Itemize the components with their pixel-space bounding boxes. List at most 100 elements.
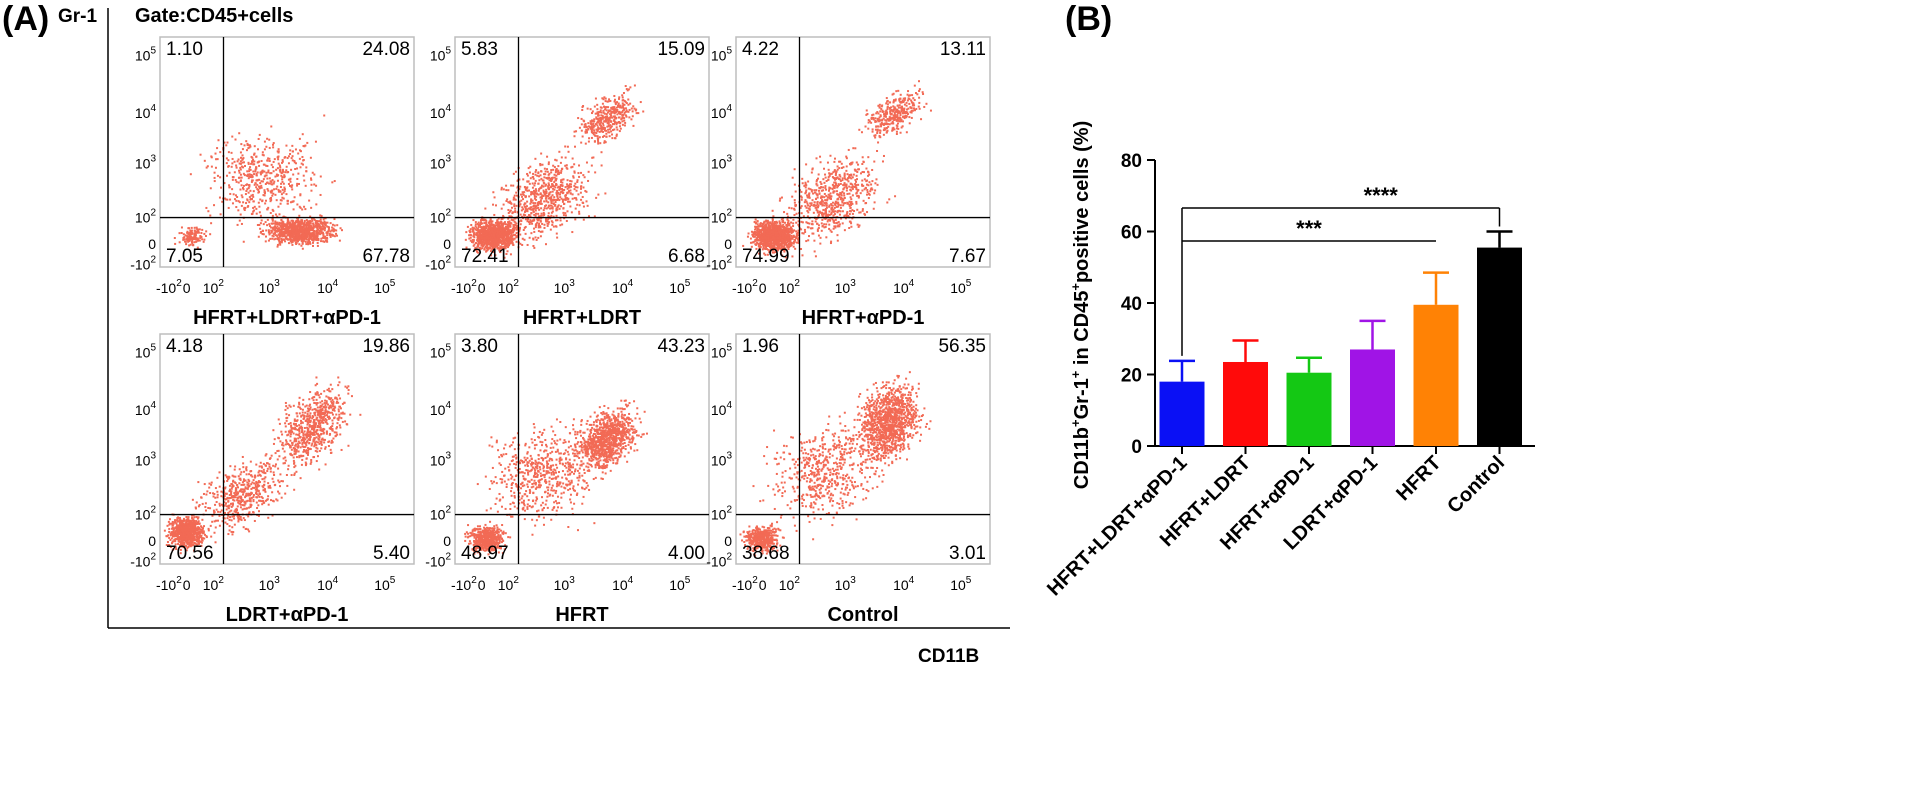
scatter-point [533,246,536,249]
scatter-point [571,197,574,200]
scatter-point [327,226,330,229]
scatter-point [765,219,768,222]
scatter-point [277,148,280,151]
scatter-point [812,192,815,195]
scatter-point [291,231,294,234]
scatter-point [591,120,594,123]
scatter-point [291,233,294,236]
scatter-point [501,226,504,229]
scatter-point [331,181,334,184]
scatter-point [317,237,320,240]
scatter-point [594,171,597,174]
scatter-point [502,188,505,191]
scatter-point [285,227,288,230]
scatter-point [321,236,324,239]
scatter-point [780,251,783,254]
scatter-point [288,230,291,233]
scatter-point [285,223,288,226]
scatter-point [501,224,504,227]
scatter-point [765,246,768,249]
scatter-point [303,179,306,182]
scatter-point [848,213,851,216]
scatter-point [599,124,602,127]
scatter-point [756,220,759,223]
scatter-point [771,225,774,228]
scatter-point [479,240,482,243]
scatter-point [271,214,274,217]
scatter-point [209,187,212,190]
scatter-point [608,131,611,134]
scatter-point [292,224,295,227]
scatter-point [533,189,536,192]
scatter-points [464,84,645,259]
scatter-point [497,227,500,230]
scatter-point [836,198,839,201]
scatter-point [839,206,842,209]
scatter-point [770,246,773,249]
scatter-point [485,229,488,232]
scatter-point [829,242,832,245]
scatter-point [524,207,527,210]
scatter-point [781,233,784,236]
scatter-point [277,151,280,154]
scatter-point [762,243,765,246]
scatter-point [277,230,280,233]
scatter-point [270,163,273,166]
scatter-point [484,235,487,238]
scatter-point [277,223,280,226]
scatter-point [239,173,242,176]
scatter-point [287,242,290,245]
scatter-point [836,221,839,224]
scatter-point [539,202,542,205]
scatter-point [492,250,495,253]
quadrant-tr-value: 24.08 [362,39,410,60]
scatter-point [622,114,625,117]
scatter-point [269,237,272,240]
scatter-point [298,229,301,232]
scatter-point [214,166,217,169]
scatter-point [539,200,542,203]
scatter-point [611,123,614,126]
scatter-point [573,171,576,174]
scatter-point [761,235,764,238]
scatter-point [779,197,782,200]
scatter-point [509,235,512,238]
scatter-point [751,241,754,244]
scatter-point [822,186,825,189]
scatter-point [515,235,518,238]
scatter-point [582,218,585,221]
scatter-point [773,239,776,242]
scatter-point [284,156,287,159]
scatter-point [610,114,613,117]
scatter-point [759,239,762,242]
scatter-point [557,173,560,176]
scatter-point [242,166,245,169]
scatter-point [603,120,606,123]
plot-title: HFRT+LDRT [523,307,641,329]
scatter-point [293,222,296,225]
scatter-point [553,185,556,188]
scatter-point [271,208,274,211]
scatter-point [773,228,776,231]
scatter-point [329,222,332,225]
scatter-point [281,161,284,164]
scatter-point [622,107,625,110]
scatter-point [777,240,780,243]
scatter-point [587,125,590,128]
scatter-point [621,105,624,108]
scatter-point [480,227,483,230]
scatter-point [285,231,288,234]
scatter-point [618,130,621,133]
scatter-point [293,159,296,162]
scatter-point [511,212,514,215]
scatter-point [560,156,563,159]
scatter-point [280,227,283,230]
scatter-point [567,150,570,153]
scatter-point [794,190,797,193]
scatter-point [276,225,279,228]
scatter-point [777,225,780,228]
scatter-point [265,145,268,148]
scatter-point [754,221,757,224]
scatter-point [536,204,539,207]
scatter-point [529,219,532,222]
